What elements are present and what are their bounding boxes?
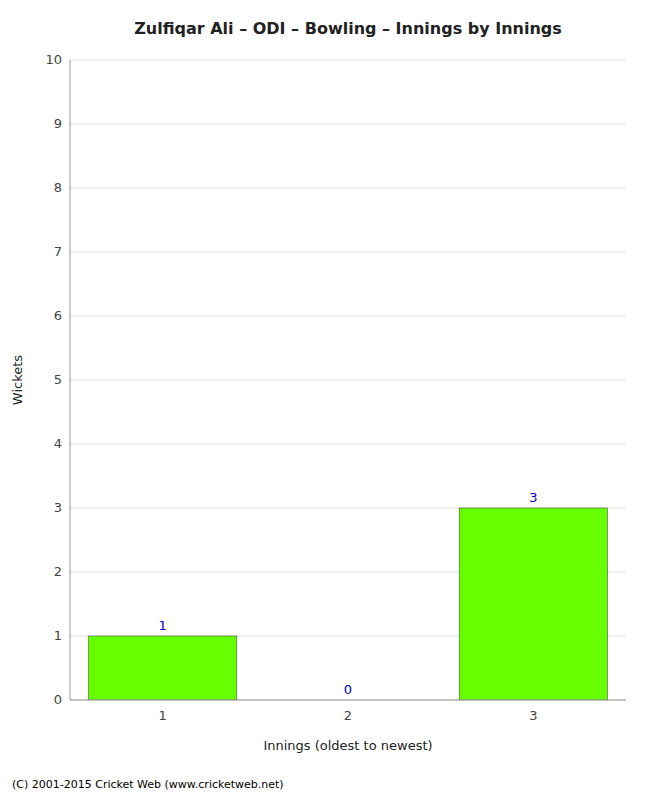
grid-line <box>70 700 626 701</box>
y-tick-label: 4 <box>54 436 62 451</box>
x-tick-label: 2 <box>344 708 352 723</box>
y-tick-label: 0 <box>54 692 62 707</box>
y-tick-label: 8 <box>54 180 62 195</box>
bar <box>459 508 607 700</box>
x-axis-line <box>70 700 626 701</box>
chart: 012345678910103123Zulfiqar Ali – ODI – B… <box>0 0 650 800</box>
x-axis-label: Innings (oldest to newest) <box>263 738 432 753</box>
y-tick-label: 1 <box>54 628 62 643</box>
y-tick-label: 7 <box>54 244 62 259</box>
grid-line <box>70 380 626 381</box>
bars <box>89 508 608 700</box>
grid-line <box>70 252 626 253</box>
y-axis: 0 1 2 3 4 5 6 7 8 9 10 <box>45 52 62 707</box>
data-label: 3 <box>529 490 537 505</box>
grid-line <box>70 124 626 125</box>
x-tick-label: 1 <box>159 708 167 723</box>
grid-line <box>70 444 626 445</box>
y-tick-label: 3 <box>54 500 62 515</box>
data-label: 1 <box>159 618 167 633</box>
y-tick-label: 2 <box>54 564 62 579</box>
chart-container: 012345678910103123Zulfiqar Ali – ODI – B… <box>0 0 650 800</box>
y-tick-label: 5 <box>54 372 62 387</box>
y-tick-label: 10 <box>45 52 62 67</box>
y-axis-label: Wickets <box>10 355 25 405</box>
x-tick-label: 3 <box>529 708 537 723</box>
grid-line <box>70 316 626 317</box>
title: Zulfiqar Ali – ODI – Bowling – Innings b… <box>134 19 562 38</box>
y-tick-label: 6 <box>54 308 62 323</box>
annotation: (C) 2001-2015 Cricket Web (www.cricketwe… <box>12 778 284 791</box>
grid-line <box>70 60 626 61</box>
bar <box>89 636 237 700</box>
data-label: 0 <box>344 682 352 697</box>
y-tick-label: 9 <box>54 116 62 131</box>
y-axis-line <box>70 60 71 700</box>
grid <box>70 60 626 700</box>
x-axis: 1 2 3 <box>159 708 538 723</box>
grid-line <box>70 188 626 189</box>
data-labels: 1 0 3 <box>159 490 538 697</box>
